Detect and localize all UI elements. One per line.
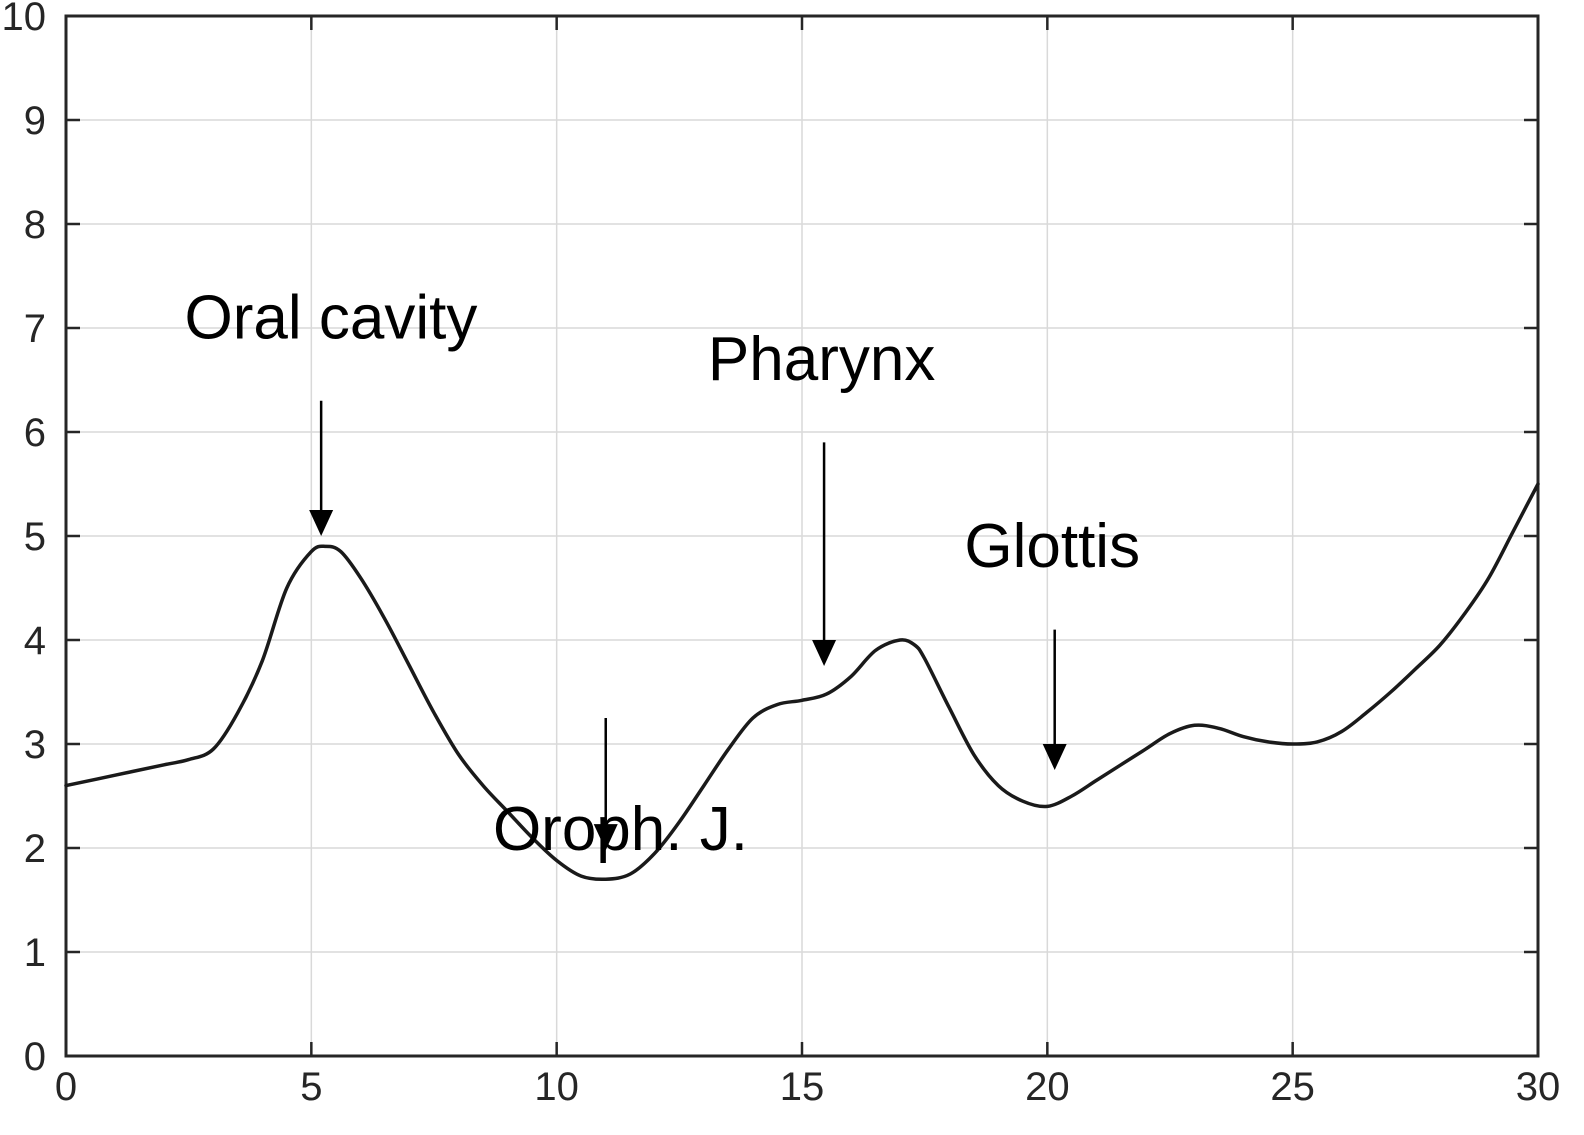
y-tick-label: 5: [24, 515, 46, 559]
x-tick-label: 30: [1516, 1065, 1561, 1109]
series-line-0: [64, 482, 1540, 882]
y-tick-label: 2: [24, 827, 46, 871]
y-tick-label: 1: [24, 931, 46, 975]
x-tick-label: 10: [534, 1065, 579, 1109]
annotation-oral-cavity: Oral cavity: [185, 283, 478, 352]
annotation-oroph-j: Oroph. J.: [493, 795, 748, 864]
axes: 0 5 10 15 20 25 30 0 1 2 3 4 5 6 7 8 9 10: [2, 0, 1561, 1109]
annotation-arrow-head-pharynx: [812, 640, 837, 666]
annotation-glottis: Glottis: [964, 512, 1140, 581]
x-tick-label: 15: [780, 1065, 825, 1109]
x-tick-label: 20: [1025, 1065, 1070, 1109]
annotation-arrow-head-oral-cavity: [309, 510, 334, 536]
y-tick-label: 9: [24, 99, 46, 143]
y-tick-label: 3: [24, 723, 46, 767]
y-tick-label: 8: [24, 203, 46, 247]
annotation-arrow-head-oroph-j: [593, 824, 618, 851]
y-tick-label: 10: [2, 0, 47, 39]
x-tick-label: 5: [300, 1065, 322, 1109]
y-tick-label: 6: [24, 411, 46, 455]
x-tick-label: 0: [55, 1065, 77, 1109]
x-tick-label: 25: [1270, 1065, 1315, 1109]
series-layer: [64, 482, 1540, 882]
annotation-arrow-head-glottis: [1042, 744, 1067, 770]
y-tick-label: 0: [24, 1035, 46, 1079]
annotation-layer: Oral cavity Oroph. J. Pharynx Glottis: [185, 283, 1141, 864]
annotation-pharynx: Pharynx: [708, 325, 935, 394]
y-tick-label: 4: [24, 619, 46, 663]
y-tick-label: 7: [24, 307, 46, 351]
grid: [66, 16, 1538, 1056]
